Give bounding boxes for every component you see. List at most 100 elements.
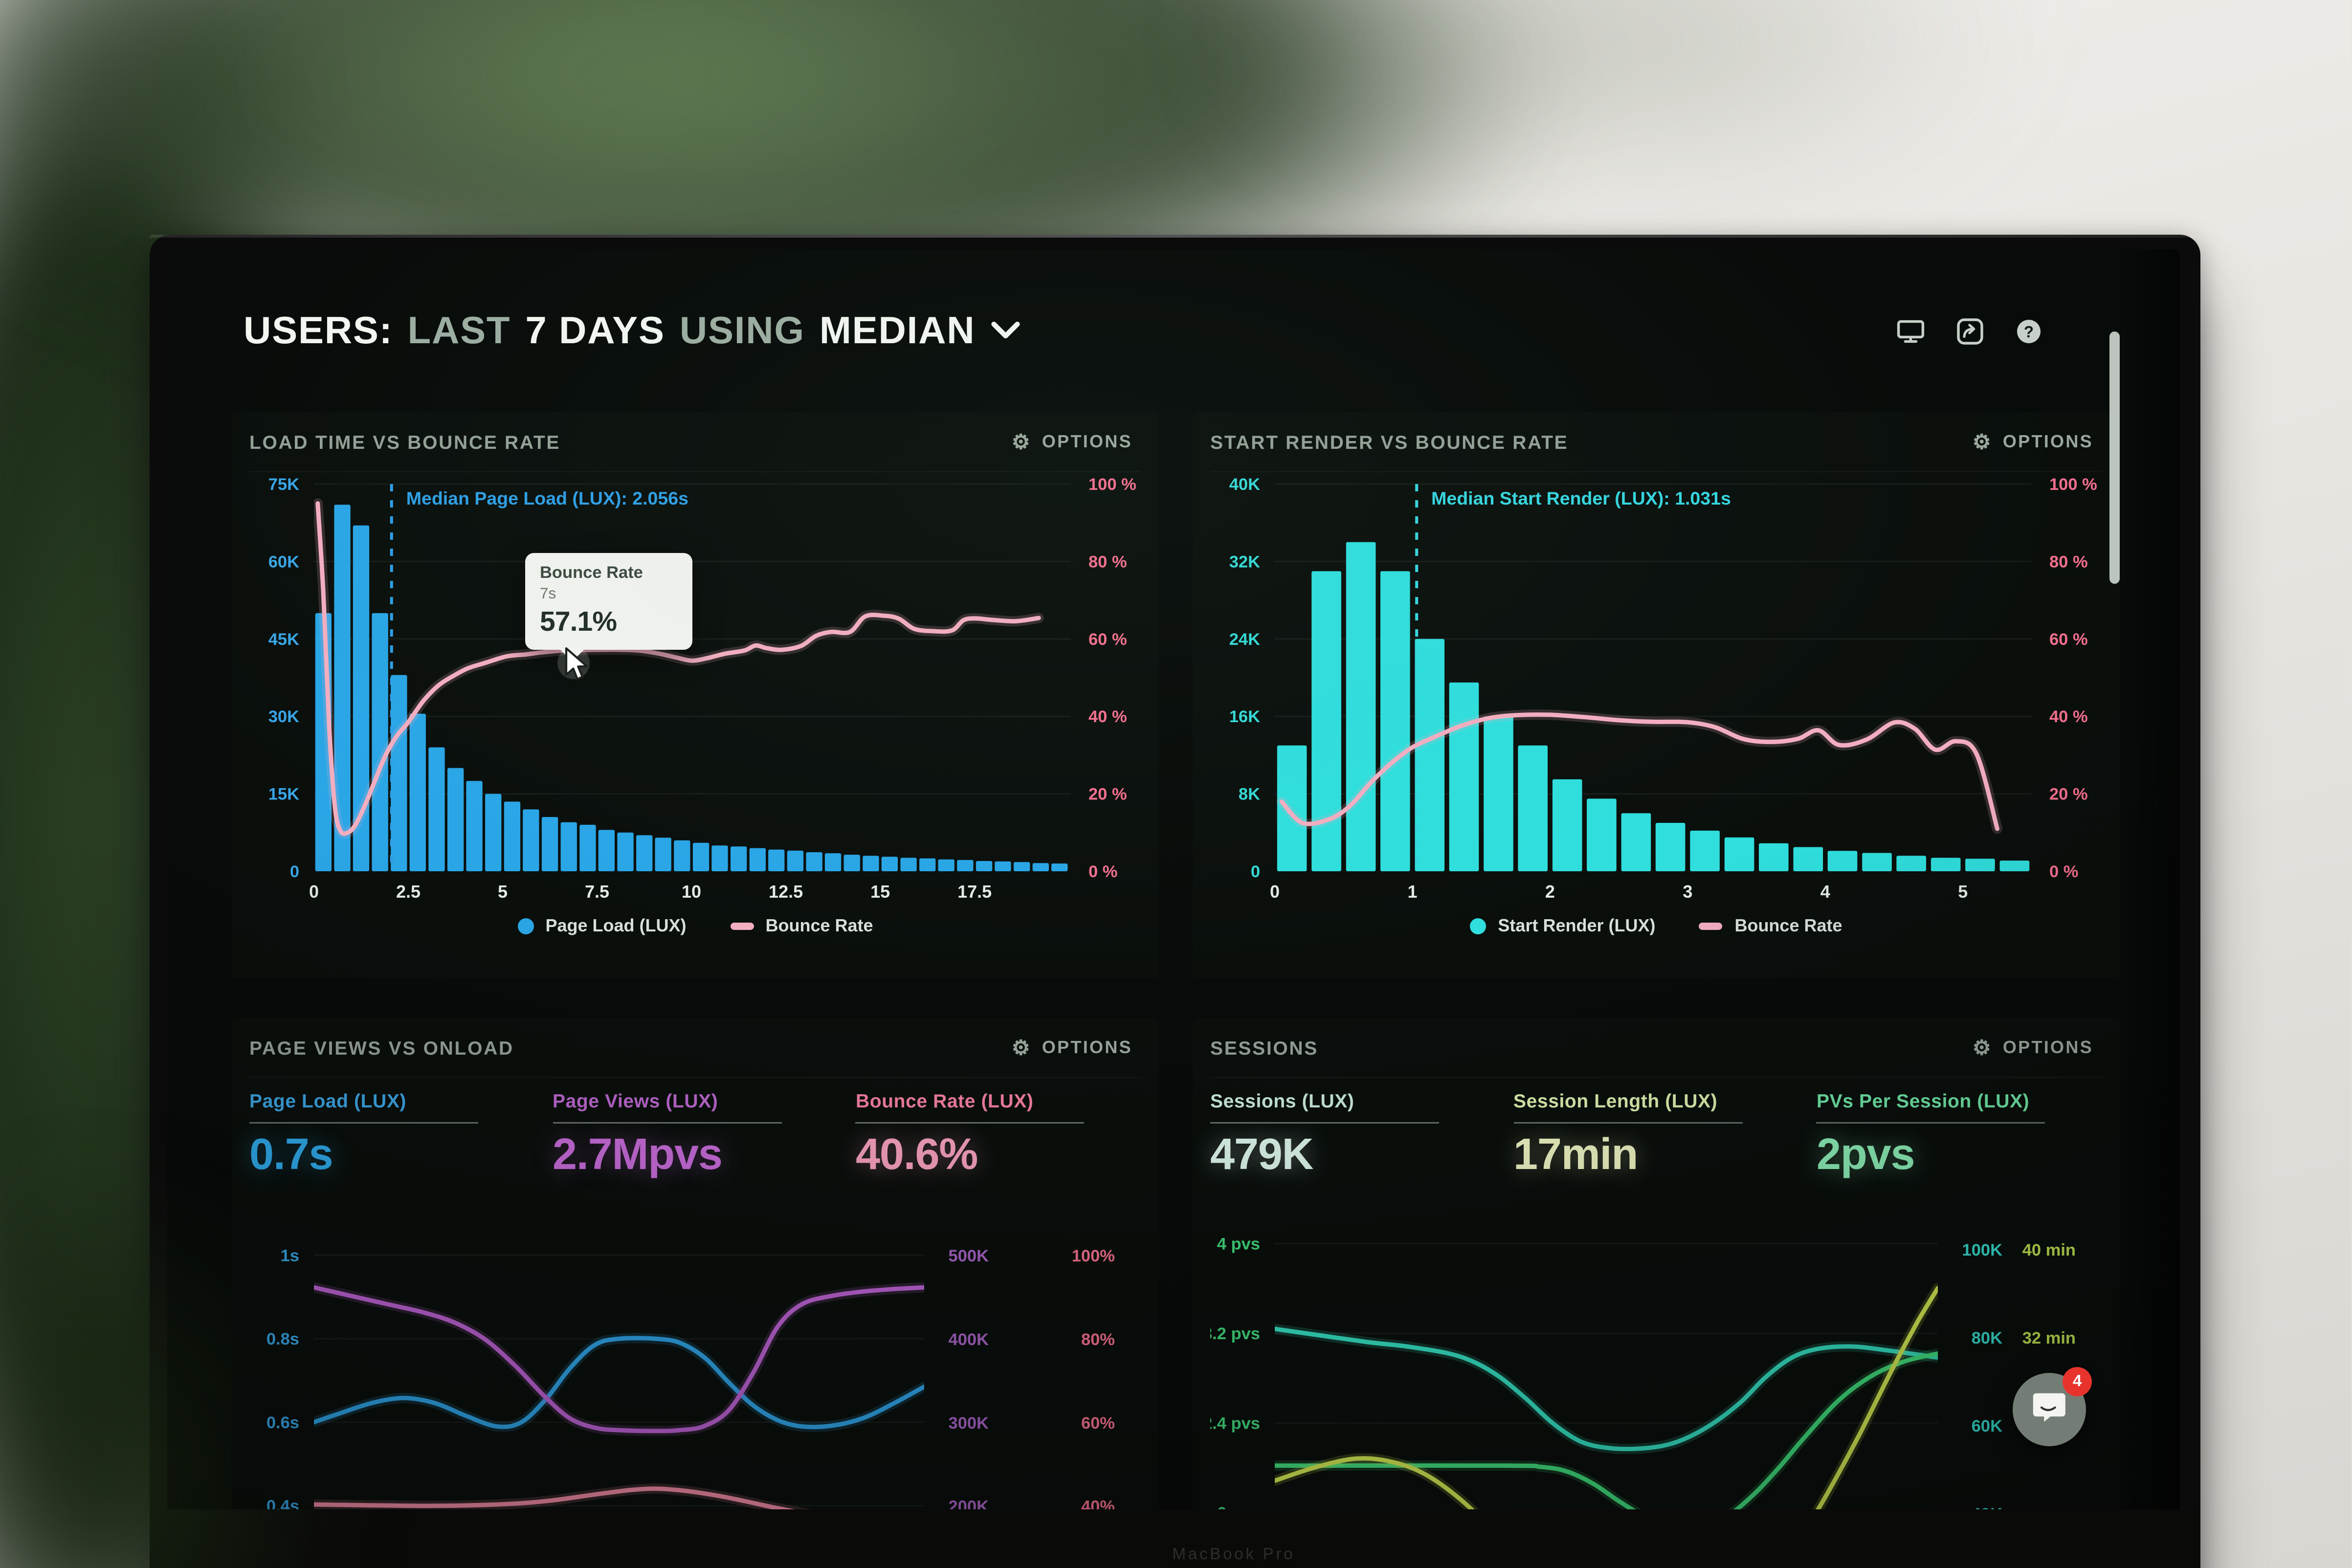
metric-underline [249,1122,478,1124]
svg-text:15: 15 [870,882,890,902]
gear-icon: ⚙ [1011,1036,1032,1059]
metric-label: Page Load (LUX) [249,1090,407,1112]
panel-sessions: SESSIONS ⚙ OPTIONS Sessions (LUX) 479K Ses… [1193,1018,2120,1509]
legend-label: Bounce Rate [765,915,873,936]
dashboard-screen: USERS: LAST 7 DAYS USING MEDIAN [167,249,2180,1509]
header-icons: ? [1897,317,2042,344]
chat-launcher[interactable]: 4 [2013,1367,2092,1446]
bounce-rate-tooltip: Bounce Rate 7s 57.1% [525,553,692,662]
laptop-bezel: MacBook Pro [150,1509,2200,1568]
svg-text:0: 0 [1251,862,1260,881]
title-part: LAST [407,308,511,352]
svg-text:40 %: 40 % [2049,707,2088,726]
gear-icon: ⚙ [1972,1036,1993,1059]
chat-icon [2033,1392,2065,1421]
svg-text:2.4 pvs: 2.4 pvs [1210,1414,1260,1433]
svg-text:80%: 80% [1081,1330,1115,1349]
help-icon[interactable]: ? [2016,318,2042,344]
svg-text:3.2 pvs: 3.2 pvs [1210,1325,1260,1343]
metric-label: Session Length (LUX) [1513,1090,1718,1112]
chevron-down-icon [991,321,1020,339]
panel-title: LOAD TIME VS BOUNCE RATE [249,430,561,453]
page-views-onload-chart[interactable]: 1s 0.8s 0.6s 0.4s 500K 400K 300K 200K 100% 80% 60%… [249,1204,1141,1509]
svg-text:60K: 60K [1972,1417,2002,1435]
svg-text:60K: 60K [268,552,299,571]
metric-underline [553,1122,782,1124]
metric-underline [856,1122,1085,1124]
svg-text:30K: 30K [268,707,299,726]
svg-text:80 %: 80 % [1088,552,1127,571]
svg-text:100K: 100K [1962,1241,2003,1259]
svg-text:500K: 500K [949,1247,989,1265]
panel-title: PAGE VIEWS VS ONLOAD [249,1036,514,1059]
svg-text:40K: 40K [1972,1505,2002,1509]
gear-icon: ⚙ [1011,430,1032,453]
dashboard-header: USERS: LAST 7 DAYS USING MEDIAN [244,308,2042,353]
tooltip-subtitle: 7s [540,585,556,603]
svg-text:200K: 200K [949,1498,989,1509]
metric-underline [1513,1122,1743,1124]
legend-label: Bounce Rate [1734,915,1842,936]
metric-underline [1817,1122,2046,1124]
laptop-brand-text: MacBook Pro [1172,1545,1295,1563]
legend-dot-marker [1470,917,1487,934]
svg-text:40 min: 40 min [2022,1241,2076,1259]
gear-icon: ⚙ [1972,430,1993,453]
panel-header: SESSIONS ⚙ OPTIONS [1210,1018,2102,1078]
scrollbar-thumb[interactable] [2109,331,2120,584]
svg-text:7.5: 7.5 [585,882,609,902]
metric: PVs Per Session (LUX) 2pvs [1817,1090,2102,1204]
display-icon[interactable] [1897,318,1925,344]
svg-text:1.6 pvs: 1.6 pvs [1210,1504,1260,1509]
svg-text:300K: 300K [949,1414,989,1433]
svg-text:75K: 75K [268,475,299,494]
metric: Page Views (LUX) 2.7Mpvs [553,1090,838,1204]
metric-label: PVs Per Session (LUX) [1817,1090,2030,1112]
metric: Session Length (LUX) 17min [1513,1090,1799,1204]
svg-text:40%: 40% [1081,1498,1115,1509]
metric: Page Load (LUX) 0.7s [249,1090,535,1204]
svg-text:40K: 40K [1229,475,1260,494]
options-button[interactable]: ⚙ OPTIONS [1964,1036,2102,1059]
svg-text:0 %: 0 % [1088,862,1117,881]
svg-text:80K: 80K [1972,1329,2002,1347]
legend-item: Start Render (LUX) [1470,915,1655,936]
options-button[interactable]: ⚙ OPTIONS [1964,430,2102,453]
metric-value: 17min [1513,1131,1638,1179]
svg-text:10: 10 [682,882,701,902]
svg-text:1: 1 [1407,882,1417,902]
svg-text:24K: 24K [1229,630,1260,649]
svg-text:32 min: 32 min [2022,1329,2076,1347]
svg-text:32K: 32K [1229,552,1260,571]
svg-text:17.5: 17.5 [957,882,992,902]
title-part: 7 DAYS [525,308,665,352]
legend-dot-marker [517,917,534,934]
share-icon[interactable] [1957,317,1983,344]
svg-text:8K: 8K [1239,785,1260,804]
metric-label: Page Views (LUX) [553,1090,718,1112]
svg-text:4: 4 [1820,882,1830,902]
metric: Sessions (LUX) 479K [1210,1090,1496,1204]
svg-text:?: ? [2024,322,2034,340]
options-button[interactable]: ⚙ OPTIONS [1003,1036,1141,1059]
metric-label: Sessions (LUX) [1210,1090,1354,1112]
svg-text:3: 3 [1683,882,1692,902]
panel-page-views-vs-onload: PAGE VIEWS VS ONLOAD ⚙ OPTIONS Page Load… [232,1018,1159,1509]
sessions-chart[interactable]: 4 pvs 3.2 pvs 2.4 pvs 1.6 pvs 100K 80K 60K 40K 4… [1210,1204,2102,1509]
svg-text:80 %: 80 % [2049,552,2088,571]
load-time-chart[interactable]: 75K 60K 45K 30K 15K 0 100 % 80 % 60 % 40 % 20 % 0 %… [249,472,1141,906]
title-part: USERS: [244,308,393,352]
panel-header: LOAD TIME VS BOUNCE RATE ⚙ OPTIONS [249,412,1141,472]
panel-header: START RENDER VS BOUNCE RATE ⚙ OPTIONS [1210,412,2102,472]
svg-text:Median Page Load (LUX): 2.056s: Median Page Load (LUX): 2.056s [406,488,688,508]
page-title-dropdown[interactable]: USERS: LAST 7 DAYS USING MEDIAN [244,308,1021,353]
svg-text:0: 0 [309,882,319,902]
svg-text:60 %: 60 % [2049,630,2088,649]
panel-title: START RENDER VS BOUNCE RATE [1210,430,1569,453]
svg-text:0: 0 [290,862,299,881]
start-render-chart[interactable]: 40K 32K 24K 16K 8K 0 100 % 80 % 60 % 40 % 20 % 0 % 0… [1210,472,2102,906]
metric-value: 40.6% [856,1131,978,1179]
options-button[interactable]: ⚙ OPTIONS [1003,430,1141,453]
metric: Bounce Rate (LUX) 40.6% [856,1090,1141,1204]
